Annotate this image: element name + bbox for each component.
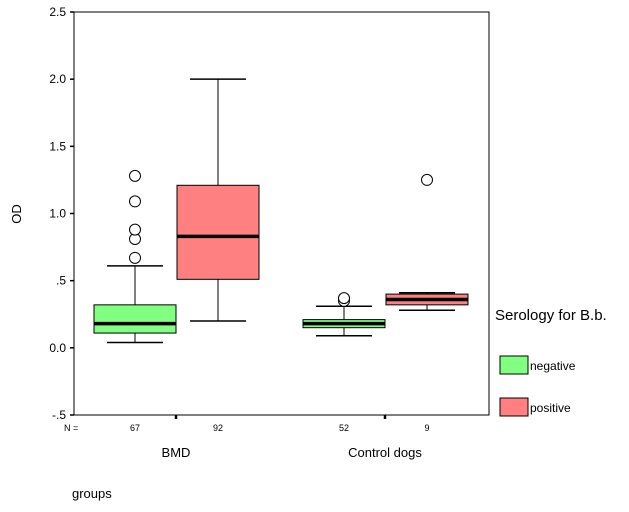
category-label: BMD: [162, 445, 191, 460]
y-tick-label: 1.5: [49, 139, 66, 153]
box-negative: [93, 304, 177, 334]
category-label: Control dogs: [348, 445, 422, 460]
outlier-point: [129, 223, 141, 236]
y-tick-label: 1.0: [49, 207, 66, 221]
y-tick-label: 2.5: [49, 5, 66, 19]
y-axis-label: OD: [9, 204, 24, 224]
outlier-point: [129, 169, 141, 182]
plot-frame: [73, 11, 490, 416]
legend-swatch-negative: [499, 355, 529, 375]
legend-label: negative: [530, 359, 576, 373]
n-count-label: 67: [130, 423, 140, 433]
y-tick-label: 2.0: [49, 72, 66, 86]
n-count-label: 92: [213, 423, 223, 433]
legend-label: positive: [530, 401, 571, 415]
outlier-point: [338, 292, 350, 305]
legend-title: Serology for B.b.: [495, 307, 607, 324]
y-tick-label: .5: [56, 274, 66, 288]
x-axis-label: groups: [72, 486, 112, 501]
n-prefix-label: N =: [64, 423, 78, 433]
y-tick-label: -.5: [52, 408, 66, 422]
outlier-point: [129, 251, 141, 264]
outlier-point: [129, 195, 141, 208]
box-positive: [176, 184, 260, 280]
n-count-label: 9: [424, 423, 429, 433]
y-tick-label: 0.0: [49, 341, 66, 355]
legend-swatch-positive: [499, 397, 529, 417]
outlier-point: [421, 173, 433, 186]
n-count-label: 52: [339, 423, 349, 433]
